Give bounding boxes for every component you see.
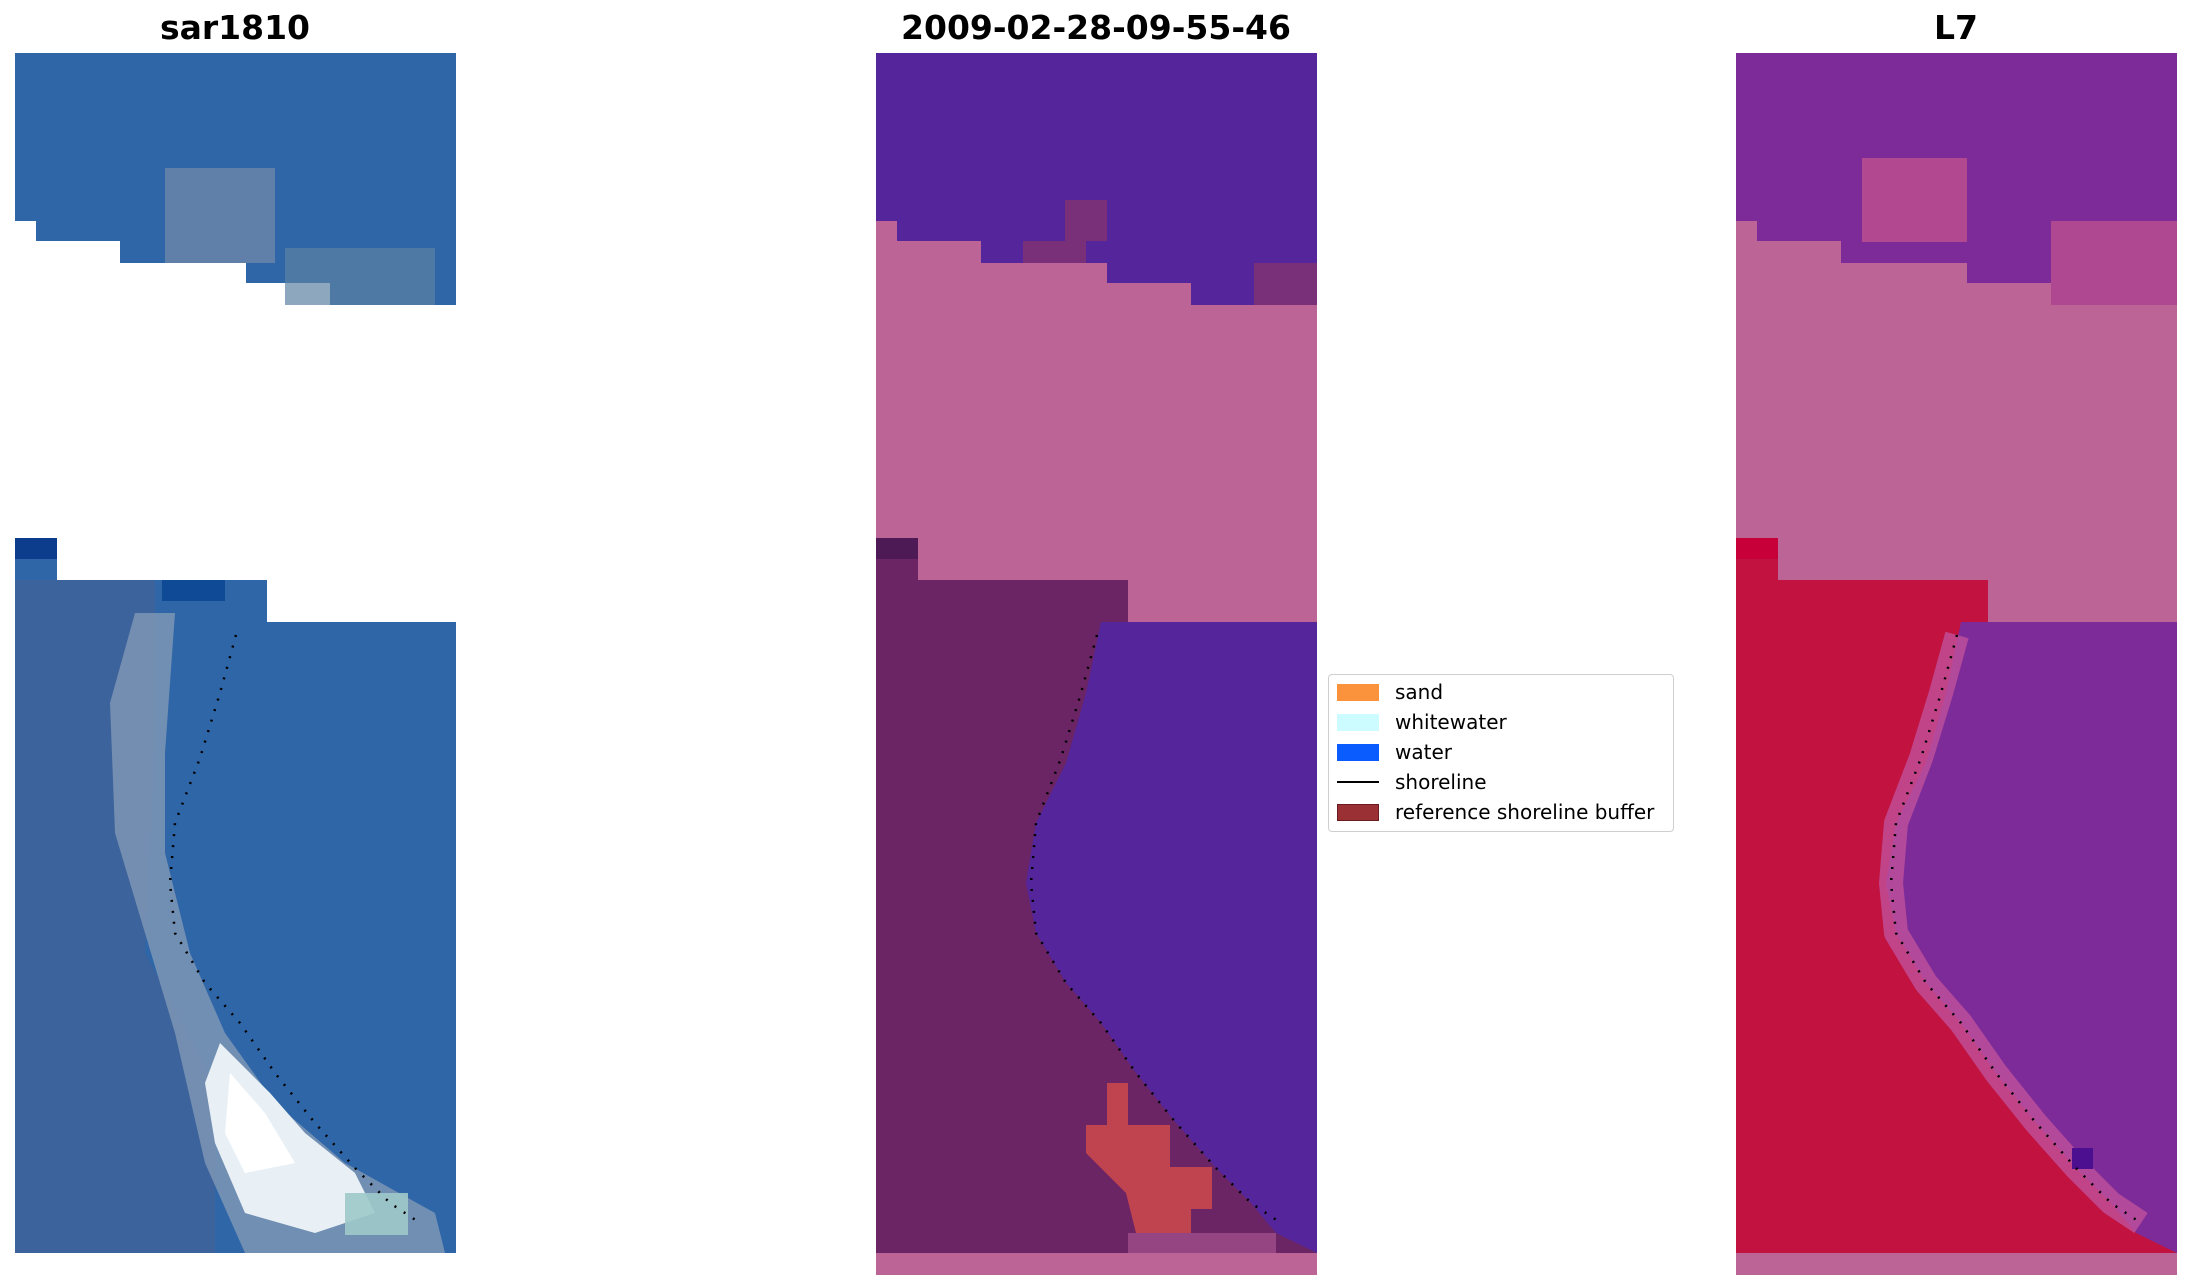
legend-swatch-water	[1337, 743, 1379, 761]
l7-panel	[1736, 53, 2177, 1275]
legend-item-sand: sand	[1337, 677, 1443, 707]
rgb-shoreline	[168, 634, 421, 1225]
rgb-land-region	[15, 580, 215, 1253]
legend-item-whitewater: whitewater	[1337, 707, 1507, 737]
legend-label-whitewater: whitewater	[1395, 710, 1507, 734]
legend-label-reference-buffer: reference shoreline buffer	[1395, 800, 1655, 824]
panel-title-date: 2009-02-28-09-55-46	[901, 8, 1291, 47]
legend-label-shoreline: shoreline	[1395, 770, 1487, 794]
legend-item-reference-buffer: reference shoreline buffer	[1337, 797, 1654, 827]
rgb-dark-corner-pixel	[15, 538, 57, 559]
legend-swatch-sand	[1337, 683, 1379, 701]
legend-item-water: water	[1337, 737, 1452, 767]
legend-swatch-reference-buffer	[1337, 803, 1379, 821]
legend-item-shoreline: shoreline	[1337, 767, 1487, 797]
panel-title-sar1810: sar1810	[159, 8, 311, 47]
l7-land-region	[1736, 538, 2177, 1253]
legend-swatch-shoreline	[1337, 781, 1379, 783]
legend-label-water: water	[1395, 740, 1452, 764]
legend-label-sand: sand	[1395, 680, 1444, 704]
rgb-beach-stripe	[110, 613, 445, 1253]
class-red-area	[1086, 1083, 1212, 1233]
rgb-image-panel	[15, 53, 456, 1253]
l7-bottom-strip	[1736, 1253, 2177, 1275]
rgb-top-bright-patch	[165, 168, 275, 263]
l7-shoreline	[1889, 634, 2142, 1225]
classification-panel	[876, 53, 1317, 1275]
rgb-whitewater-patch	[205, 1043, 375, 1233]
class-buffer-band	[876, 221, 1317, 622]
panel-title-l7: L7	[1934, 8, 1978, 47]
l7-buffer-band	[1736, 221, 2177, 622]
class-land-region	[876, 538, 1317, 1253]
class-bottom-strip	[876, 1253, 1317, 1275]
legend: sand whitewater water shoreline referenc…	[1328, 674, 1674, 832]
class-shoreline	[1029, 634, 1282, 1225]
legend-swatch-whitewater	[1337, 713, 1379, 731]
